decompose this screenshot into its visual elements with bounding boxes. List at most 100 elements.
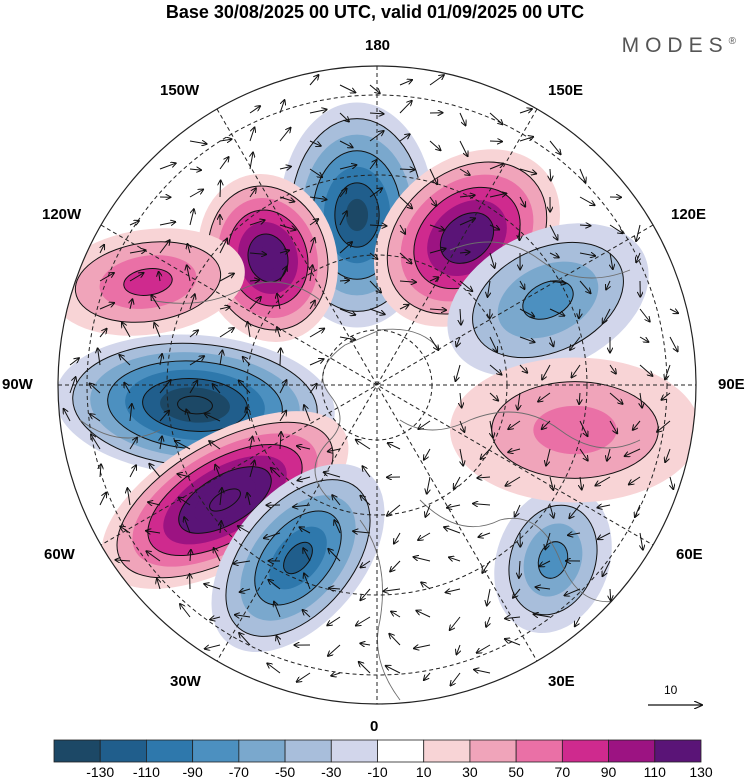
colorbar-swatch [561, 739, 609, 763]
lon-label-150w: 150W [160, 82, 200, 99]
wind-vector [575, 616, 581, 626]
wind-vector [267, 663, 281, 674]
wind-vector [399, 134, 410, 142]
wind-vector [249, 188, 256, 198]
anomaly-contour [345, 198, 369, 232]
wind-vector [489, 252, 495, 268]
wind-vector [249, 253, 266, 254]
wind-vector [460, 392, 462, 408]
wind-vector [246, 408, 251, 422]
anomaly-contour [522, 280, 574, 320]
wind-vector [339, 140, 353, 147]
wind-vector [460, 448, 463, 466]
wind-vector [249, 128, 255, 142]
colorbar-tick: -50 [274, 764, 296, 780]
anomaly-isoline [537, 541, 569, 579]
anomaly-isoline [439, 212, 495, 264]
wind-vector [180, 604, 191, 618]
wind-vector [159, 222, 175, 225]
lon-label-150e: 150E [548, 82, 584, 99]
colorbar-swatch [469, 739, 517, 763]
wind-vector [280, 348, 281, 366]
map-title: Base 30/08/2025 00 UTC, valid 01/09/2025… [165, 2, 585, 22]
wind-vector [665, 364, 671, 379]
wind-vector [505, 639, 521, 646]
wind-vector [549, 281, 566, 283]
wind-vector [508, 420, 521, 429]
wind-vector [220, 181, 221, 198]
wind-vector [429, 249, 446, 254]
reference-vector-label: 10 [664, 683, 678, 697]
wind-vector [473, 504, 491, 505]
colorbar-swatch [654, 739, 702, 763]
wind-vector [459, 280, 472, 291]
wind-vector [309, 75, 319, 86]
wind-vector [219, 239, 227, 254]
wind-vector [389, 634, 401, 646]
wind-vector [324, 472, 341, 478]
wind-vector [579, 253, 595, 256]
wind-vector [519, 560, 520, 578]
wind-vector [160, 354, 162, 366]
lon-label-0: 0 [370, 718, 379, 735]
wind-vector [332, 495, 341, 506]
wind-vector [489, 364, 502, 375]
wind-vector [580, 476, 582, 490]
wind-vector [610, 588, 611, 600]
wind-vector [394, 532, 401, 544]
wind-vector [209, 441, 221, 450]
wind-vector [279, 100, 285, 114]
wind-vector [235, 615, 251, 617]
wind-vector [240, 589, 251, 592]
lon-label-90e: 90E [718, 376, 745, 393]
wind-vector [129, 465, 136, 478]
wind-vector [129, 273, 144, 282]
wind-vector [508, 449, 521, 452]
wind-vector [444, 527, 461, 534]
wind-vector [159, 411, 169, 422]
wind-vector [356, 440, 371, 450]
wind-vector [570, 336, 581, 350]
colorbar-swatch [238, 739, 286, 763]
wind-vector [399, 281, 416, 282]
wind-vector [391, 612, 401, 618]
wind-vector [249, 220, 265, 226]
colorbar-tick: 130 [689, 764, 713, 780]
wind-vector [457, 644, 461, 654]
wind-vector [339, 337, 355, 340]
wind-vector [360, 588, 371, 600]
wind-vector [233, 561, 251, 564]
wind-vector [303, 548, 311, 562]
wind-vector [130, 299, 132, 310]
wind-vector [519, 109, 532, 114]
wind-vector [277, 327, 280, 338]
wind-vector [369, 188, 382, 198]
wind-vector [459, 252, 470, 253]
wind-vector [399, 252, 412, 264]
wind-vector [609, 224, 623, 233]
wind-vector [490, 420, 493, 438]
anomaly-contour [533, 405, 617, 455]
wind-vector [669, 336, 678, 351]
wind-vector [69, 377, 76, 394]
wind-vector [239, 381, 251, 394]
wind-vector [334, 520, 341, 534]
wind-vector [90, 414, 101, 422]
wind-vector [579, 308, 580, 318]
wind-vector [129, 438, 137, 450]
wind-vector [459, 218, 475, 226]
wind-vector [159, 272, 160, 282]
wind-vector [609, 364, 616, 374]
wind-vector [213, 384, 221, 394]
wind-vector [339, 189, 347, 198]
brand-mark: ® [728, 36, 736, 47]
wind-vector [297, 672, 311, 682]
wind-vector [309, 329, 324, 338]
wind-vector [579, 392, 580, 404]
map-disc-content [58, 66, 696, 704]
wind-vector [359, 662, 371, 674]
wind-vector [399, 224, 405, 234]
lon-label-60w: 60W [44, 546, 75, 563]
wind-vector [519, 308, 534, 317]
wind-vector [579, 168, 586, 182]
